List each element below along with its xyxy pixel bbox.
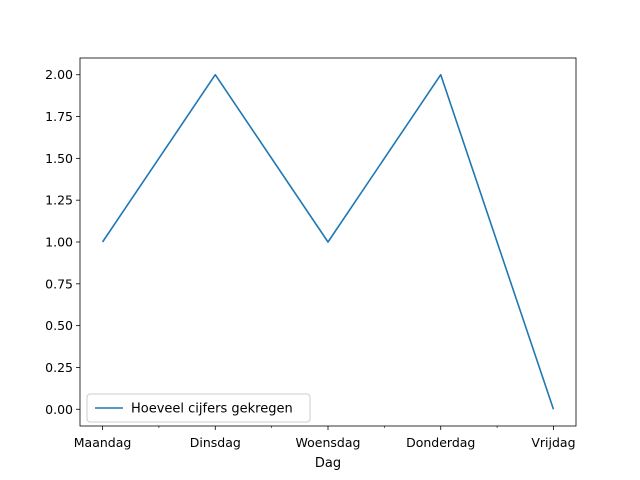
x-tick-label: Woensdag xyxy=(296,435,361,450)
x-axis-label: Dag xyxy=(315,456,341,471)
legend-label: Hoeveel cijfers gekregen xyxy=(131,402,293,417)
legend-box xyxy=(86,393,311,423)
y-axis-ticks: 0.00 0.25 0.50 0.75 1.00 1.25 1.50 1.75 2.00 xyxy=(45,67,80,417)
chart-lines xyxy=(101,73,555,410)
y-tick-label: 0.00 xyxy=(45,402,73,417)
plot-frame xyxy=(79,57,577,427)
x-tick-label: Vrijdag xyxy=(531,435,575,450)
legend: Hoeveel cijfers gekregen xyxy=(86,393,311,423)
y-tick-label: 0.75 xyxy=(45,276,73,291)
x-tick-label: Maandag xyxy=(74,435,132,450)
y-tick-label: 1.25 xyxy=(45,193,73,208)
x-tick-label: Donderdag xyxy=(406,435,475,450)
series-line xyxy=(101,73,555,410)
y-tick-label: 1.00 xyxy=(45,235,73,250)
y-tick-label: 0.25 xyxy=(45,360,73,375)
y-tick-label: 1.75 xyxy=(45,109,73,124)
y-tick-label: 0.50 xyxy=(45,318,73,333)
x-axis-ticks: Maandag Dinsdag Woensdag Donderdag Vrijdag xyxy=(74,426,576,450)
y-tick-label: 2.00 xyxy=(45,67,73,82)
x-tick-label: Dinsdag xyxy=(190,435,241,450)
y-tick-label: 1.50 xyxy=(45,151,73,166)
